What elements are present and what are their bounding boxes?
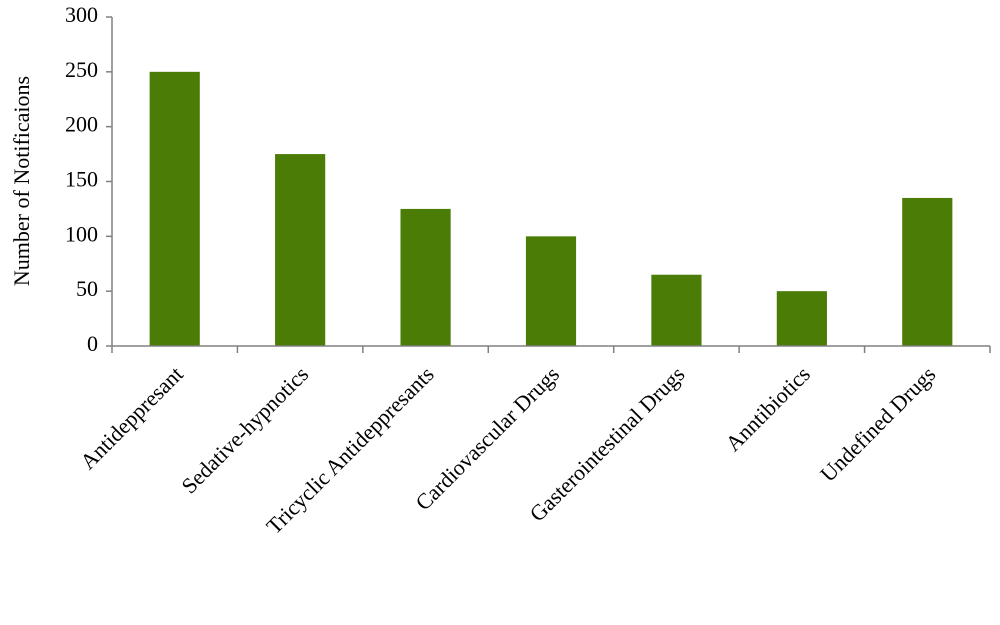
y-tick-label: 0 xyxy=(87,331,98,356)
y-axis-label: Number of Notificaions xyxy=(9,76,34,286)
y-tick-label: 300 xyxy=(65,2,98,27)
bar xyxy=(902,197,953,346)
bar xyxy=(400,208,451,346)
y-tick-label: 50 xyxy=(76,276,98,301)
bar xyxy=(525,236,577,346)
bar xyxy=(275,154,326,346)
x-tick-label: Sedative-hypnotics xyxy=(176,361,313,498)
x-tick-label: Undefined Drugs xyxy=(815,361,940,486)
bar xyxy=(149,71,200,346)
y-tick-label: 150 xyxy=(65,167,98,192)
bar xyxy=(651,274,702,346)
y-tick-label: 250 xyxy=(65,57,98,82)
y-tick-label: 200 xyxy=(65,112,98,137)
bar xyxy=(776,291,827,346)
x-tick-label: Antideppresant xyxy=(75,361,188,474)
x-tick-label: Anntibiotics xyxy=(720,361,815,456)
y-tick-label: 100 xyxy=(65,221,98,246)
